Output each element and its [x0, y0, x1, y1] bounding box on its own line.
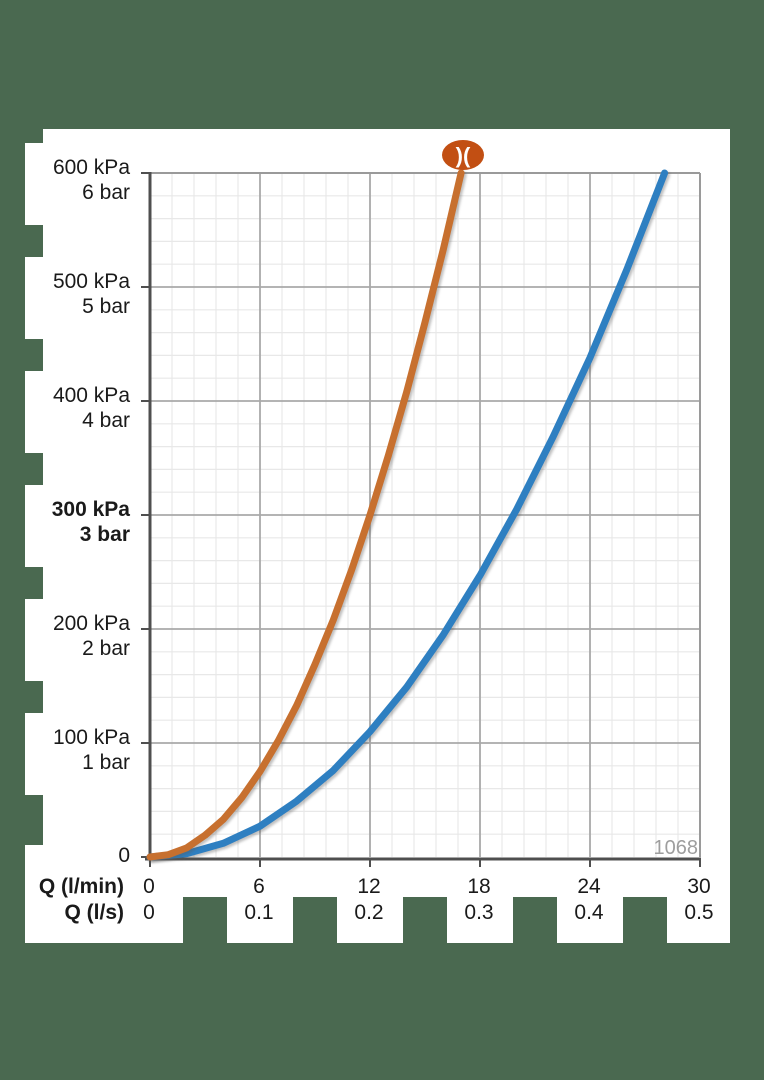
y-tick-label-bar: 3 bar: [79, 523, 130, 546]
y-tick-label: 400 kPa 4 bar: [0, 383, 130, 433]
sheet-notch: [183, 897, 227, 943]
x-tick-label-ls: 0.2: [354, 901, 384, 924]
y-tick-label: 500 kPa 5 bar: [0, 269, 130, 319]
curve-orange: [146, 169, 465, 861]
y-tick-label-kpa: 200 kPa: [52, 612, 130, 635]
y-tick-label-kpa: 600 kPa: [52, 156, 130, 179]
y-tick-label-bar: 4 bar: [82, 409, 130, 432]
y-tick-label-kpa: 500 kPa: [52, 270, 130, 293]
x-tick-label-lmin: 6: [253, 875, 265, 898]
y-tick-label-kpa: 400 kPa: [52, 384, 130, 407]
y-tick-label-kpa: 300 kPa: [51, 498, 130, 521]
y-tick-label-bar: 5 bar: [82, 295, 130, 318]
x-tick-label-lmin: 12: [357, 875, 381, 898]
y-label-backplate: [25, 599, 44, 681]
x-tick-label-lmin: 30: [687, 875, 711, 898]
y-label-backplate: [25, 257, 44, 339]
y-tick-label-kpa: 0: [118, 844, 130, 867]
y-label-backplate: [25, 143, 44, 225]
y-label-backplate: [25, 485, 44, 567]
x-axis-title-lmin: Q (l/min): [38, 875, 124, 898]
curve-blue: [146, 169, 669, 861]
y-tick-label-bar: 2 bar: [82, 637, 130, 660]
x-tick-label-ls: 0.5: [684, 901, 714, 924]
y-tick-label-kpa: 100 kPa: [52, 726, 130, 749]
x-axis-title-ls: Q (l/s): [64, 901, 124, 924]
y-tick-label-bar: 1 bar: [82, 751, 130, 774]
logo-glyph: )(: [456, 143, 471, 168]
x-tick-label-ls: 0: [143, 901, 155, 924]
x-tick-label-ls: 0.3: [464, 901, 494, 924]
x-tick-label-lmin: 18: [467, 875, 491, 898]
sheet-notch: [623, 897, 667, 943]
x-tick-label-ls: 0.4: [574, 901, 604, 924]
figure-number: 1068: [653, 837, 699, 859]
logo-ellipse: [442, 140, 484, 170]
x-tick-label-lmin: 24: [577, 875, 601, 898]
sheet-notch: [513, 897, 557, 943]
x-tick-label-ls: 0.1: [244, 901, 274, 924]
y-tick-label: 100 kPa 1 bar: [0, 725, 130, 775]
sheet-notch: [403, 897, 447, 943]
sheet-notch: [293, 897, 337, 943]
y-label-backplate: [25, 371, 44, 453]
x-tick-label-lmin: 0: [143, 875, 155, 898]
y-tick-label: 300 kPa 3 bar: [0, 497, 130, 547]
hansgrohe-logo: )(: [442, 140, 484, 170]
y-tick-label: 600 kPa 6 bar: [0, 155, 130, 205]
y-tick-label: 0: [0, 843, 130, 868]
y-tick-label: 200 kPa 2 bar: [0, 611, 130, 661]
y-tick-label-bar: 6 bar: [82, 181, 130, 204]
y-label-backplate: [25, 713, 44, 795]
axis-title-label-backplate: [25, 845, 44, 943]
